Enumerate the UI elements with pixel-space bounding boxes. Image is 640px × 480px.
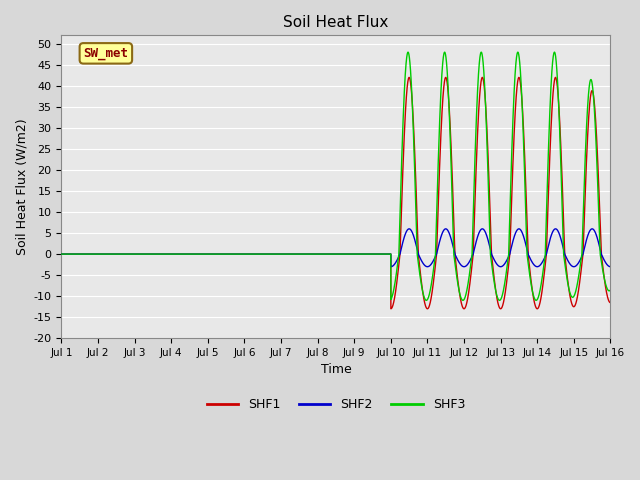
- X-axis label: Time: Time: [321, 363, 351, 376]
- Title: Soil Heat Flux: Soil Heat Flux: [284, 15, 388, 30]
- Legend: SHF1, SHF2, SHF3: SHF1, SHF2, SHF3: [202, 393, 470, 416]
- Text: SW_met: SW_met: [83, 47, 129, 60]
- Y-axis label: Soil Heat Flux (W/m2): Soil Heat Flux (W/m2): [15, 119, 28, 255]
